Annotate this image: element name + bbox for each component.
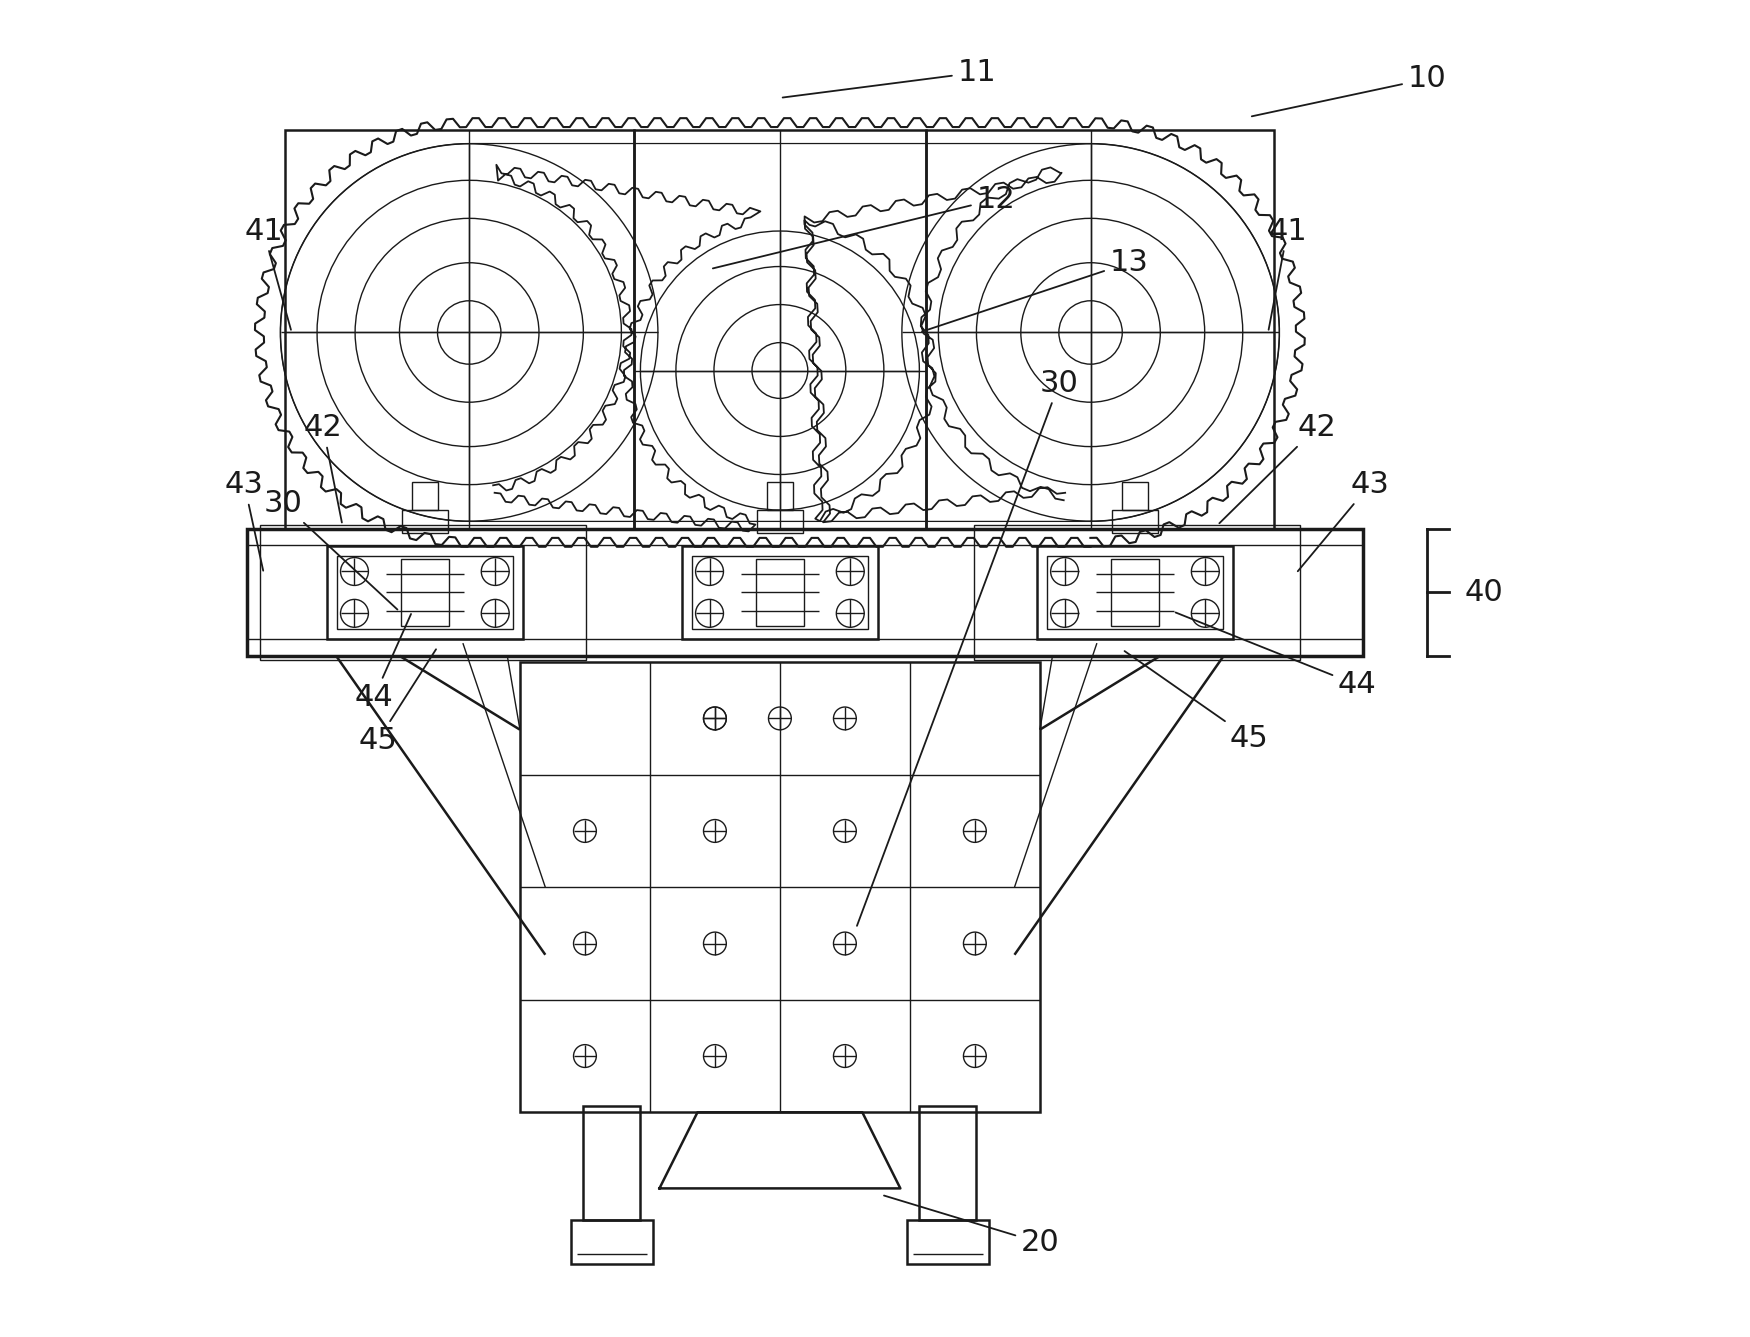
Bar <box>1046 556 1223 628</box>
Text: 41: 41 <box>1269 217 1307 330</box>
Bar <box>285 130 634 529</box>
Text: 44: 44 <box>355 614 411 713</box>
Bar <box>336 556 513 628</box>
Text: 43: 43 <box>226 471 264 571</box>
Bar <box>926 130 1274 529</box>
Text: 42: 42 <box>304 413 343 523</box>
Bar <box>1122 483 1148 509</box>
Bar <box>327 545 523 639</box>
Bar <box>1111 509 1158 533</box>
Text: 45: 45 <box>359 650 436 755</box>
Bar <box>413 483 438 509</box>
Bar <box>520 662 1040 1112</box>
Text: 20: 20 <box>884 1195 1059 1257</box>
Bar <box>756 559 803 626</box>
Text: 30: 30 <box>858 369 1078 925</box>
Bar <box>919 1106 976 1221</box>
Bar <box>681 545 878 639</box>
Text: 10: 10 <box>1251 64 1446 116</box>
Text: 40: 40 <box>1465 578 1503 607</box>
Bar <box>247 529 1363 656</box>
Bar <box>1111 559 1158 626</box>
Text: 13: 13 <box>922 249 1148 332</box>
Text: 12: 12 <box>712 185 1015 269</box>
Bar <box>261 525 586 659</box>
Text: 43: 43 <box>1298 471 1390 571</box>
Text: 44: 44 <box>1176 612 1377 699</box>
Text: 42: 42 <box>1220 413 1335 523</box>
Bar <box>906 1221 989 1265</box>
Bar <box>634 130 926 529</box>
Bar <box>402 509 448 533</box>
Bar <box>766 483 793 509</box>
Text: 30: 30 <box>264 489 397 610</box>
Text: 45: 45 <box>1125 651 1269 753</box>
Text: 41: 41 <box>243 217 290 330</box>
Bar <box>583 1106 640 1221</box>
Bar <box>401 559 450 626</box>
Bar <box>691 556 868 628</box>
Bar <box>975 525 1300 659</box>
Bar <box>758 509 803 533</box>
Text: 11: 11 <box>782 57 996 98</box>
Bar <box>1036 545 1234 639</box>
Bar <box>570 1221 653 1265</box>
